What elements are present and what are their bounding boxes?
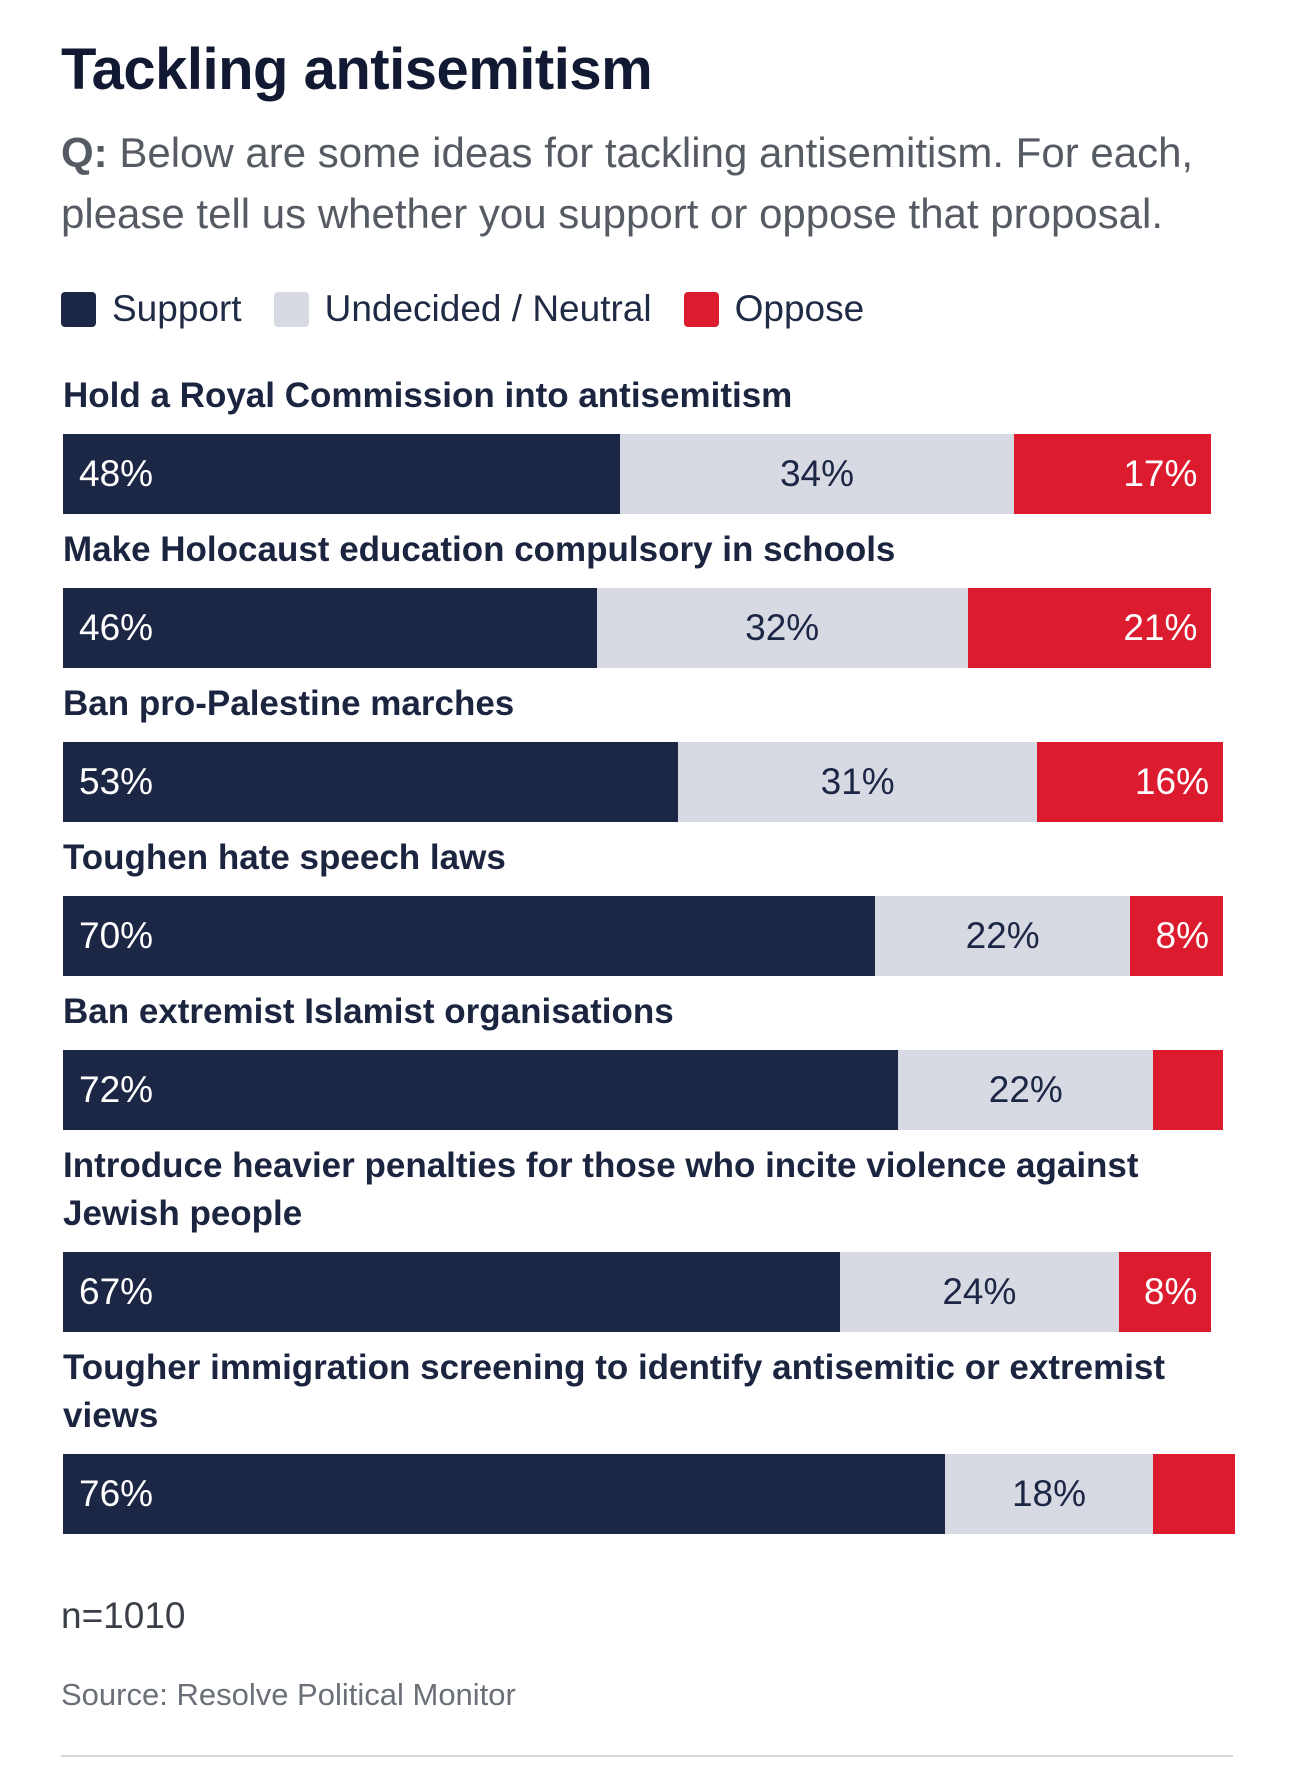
category-label: Ban extremist Islamist organisations: [63, 992, 674, 1031]
legend-label-support: Support: [112, 288, 242, 329]
bar-segment-neutral: [875, 896, 1131, 976]
bar-segment-neutral: [596, 588, 968, 668]
data-label: 67%: [79, 1271, 154, 1312]
data-label: 72%: [79, 1069, 154, 1110]
data-label: 76%: [79, 1473, 154, 1514]
data-label: 8%: [1155, 915, 1209, 956]
bar-segment-oppose: [1118, 1252, 1212, 1332]
data-label: 32%: [745, 607, 820, 648]
bar-segment-oppose: [1037, 742, 1223, 822]
legend-swatch-support: [61, 291, 96, 327]
category-label: Tougher immigration screening to identif…: [63, 1348, 1166, 1435]
subtitle-text: Below are some ideas for tackling antise…: [61, 129, 1194, 237]
data-label: 18%: [1011, 1473, 1087, 1514]
chart-title: Tackling antisemitism: [61, 37, 653, 102]
data-label: 16%: [1134, 761, 1209, 802]
legend-swatch-oppose: [683, 291, 719, 327]
bar-segment-support: [63, 896, 875, 976]
legend-label-oppose: Oppose: [734, 288, 865, 329]
legend-swatch-neutral: [273, 291, 309, 327]
bar-segment-neutral: [944, 1454, 1154, 1534]
data-label: 34%: [779, 453, 855, 494]
source-note: Source: Resolve Political Monitor: [61, 1677, 516, 1712]
category-label: Ban pro-Palestine marches: [63, 684, 515, 723]
footer-divider: [61, 1755, 1233, 1757]
data-label: 22%: [988, 1069, 1063, 1110]
subtitle-prefix: Q:: [61, 129, 108, 176]
data-label: 21%: [1123, 607, 1198, 648]
data-label: [1153, 1050, 1209, 1130]
chart-subtitle: Q: Below are some ideas for tackling ant…: [61, 122, 1241, 244]
bar-segment-neutral: [840, 1252, 1119, 1332]
data-label: 22%: [965, 915, 1040, 956]
data-label: 53%: [79, 761, 154, 802]
category-label: Hold a Royal Commission into antisemitis…: [63, 376, 793, 415]
bar-segment-neutral: [677, 742, 1038, 822]
data-label: 70%: [79, 915, 154, 956]
bar-segment-support: [63, 434, 620, 514]
category-label: Toughen hate speech laws: [63, 838, 506, 877]
bar-segment-support: [63, 1252, 841, 1332]
bar-segment-neutral: [619, 434, 1015, 514]
bar-segment-support: [63, 588, 597, 668]
legend-item-support: Support: [61, 288, 242, 330]
data-label: 17%: [1123, 453, 1198, 494]
data-label: 46%: [79, 607, 154, 648]
legend-item-oppose: Oppose: [683, 288, 865, 330]
data-label: 8%: [1143, 1271, 1198, 1312]
data-label: [1153, 1454, 1220, 1534]
bar-segment-oppose: [1153, 1454, 1235, 1534]
category-label: Introduce heavier penalties for those wh…: [63, 1146, 1139, 1233]
data-label: 24%: [942, 1271, 1017, 1312]
legend: Support Undecided / Neutral Oppose: [61, 288, 896, 330]
legend-label-neutral: Undecided / Neutral: [324, 288, 652, 329]
bar-segment-oppose: [1153, 1050, 1223, 1130]
bar-segment-oppose: [1130, 896, 1223, 976]
category-label: Make Holocaust education compulsory in s…: [63, 530, 896, 569]
data-label: 48%: [79, 453, 154, 494]
bar-segment-oppose: [967, 588, 1212, 668]
bar-segment-support: [63, 1454, 945, 1534]
legend-item-neutral: Undecided / Neutral: [273, 288, 652, 330]
bar-segment-support: [63, 1050, 899, 1130]
bar-segment-oppose: [1014, 434, 1212, 514]
bar-segment-neutral: [898, 1050, 1154, 1130]
bar-segment-support: [63, 742, 678, 822]
sample-size: n=1010: [61, 1595, 186, 1636]
data-label: 31%: [820, 761, 895, 802]
